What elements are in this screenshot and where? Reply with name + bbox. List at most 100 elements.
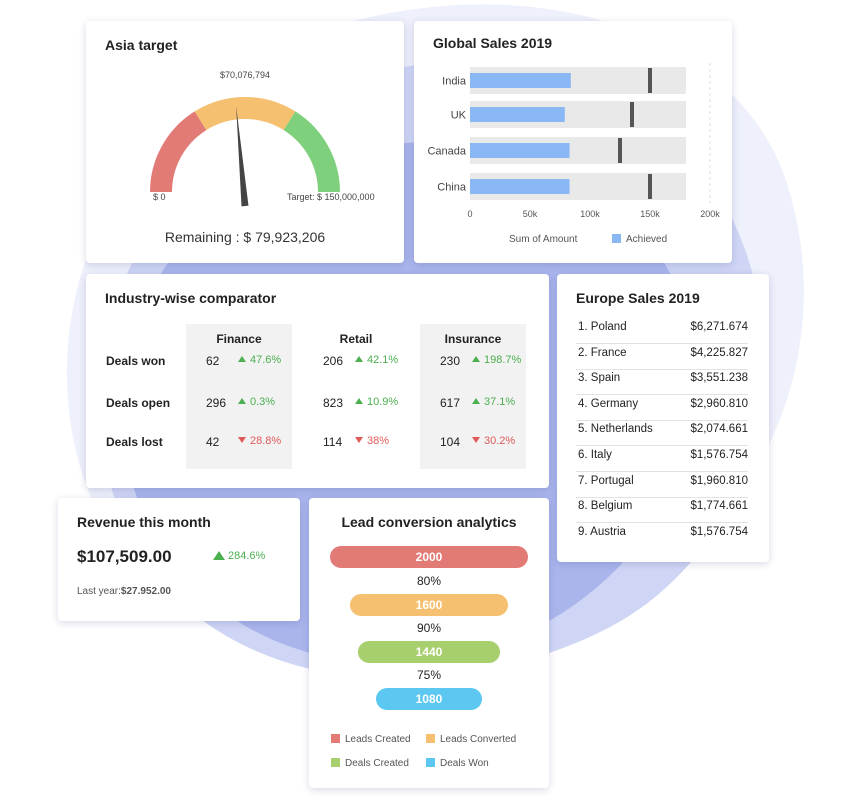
legend-achieved-swatch [612, 234, 621, 243]
revenue-amount: $107,509.00 [77, 547, 172, 566]
funnel-stage[interactable]: 1080 [375, 688, 483, 710]
trend-down-icon [472, 437, 480, 443]
country-name: 8. Belgium [578, 500, 633, 513]
change-value: 0.3% [250, 396, 276, 408]
cell-value: 114 [323, 435, 343, 449]
cell-value: 62 [206, 354, 220, 368]
country-sales: $3,551.238 [690, 372, 748, 385]
cell-change: 198.7% [472, 354, 521, 366]
country-name: 2. France [578, 346, 627, 359]
europe-sales-row: 7. Portugal $1,960.810 [576, 472, 748, 498]
change-value: 10.9% [367, 396, 399, 408]
change-value: 37.1% [484, 396, 516, 408]
change-value: 30.2% [484, 435, 516, 447]
funnel-stage[interactable]: 2000 [330, 546, 528, 568]
legend-swatch [426, 734, 435, 743]
legend-label: Leads Converted [440, 734, 517, 745]
funnel-legend-item: Leads Created [331, 734, 411, 745]
trend-up-icon [472, 356, 480, 362]
asia-target-card[interactable]: Asia target $70,076,794 $ 0 Target: $ 15… [86, 21, 404, 263]
cell-value: 823 [323, 396, 344, 410]
cell-value: 104 [440, 435, 461, 449]
country-sales: $1,774.661 [690, 500, 748, 513]
column-header: Insurance [444, 332, 502, 346]
x-tick-label: 0 [467, 209, 472, 219]
country-name: 9. Austria [578, 525, 626, 538]
cell-value: 206 [323, 354, 344, 368]
gauge-segment-green [283, 111, 340, 193]
asia-target-title: Asia target [105, 37, 178, 53]
revenue-title: Revenue this month [77, 514, 211, 530]
trend-up-icon [355, 398, 363, 404]
country-name: 6. Italy [578, 449, 612, 461]
last-year: Last year:$27.952.00 [77, 586, 171, 597]
target-marker [648, 174, 652, 199]
bar-achieved [470, 107, 565, 122]
industry-card[interactable]: Industry-wise comparator Finance Retail In… [86, 274, 549, 488]
x-tick-label: 50k [523, 209, 538, 219]
europe-sales-row: 5. Netherlands $2,074.661 [576, 420, 748, 447]
trend-up-icon [213, 551, 225, 560]
legend-label: Deals Won [440, 758, 489, 769]
funnel-card[interactable]: Lead conversion analytics 2000 1600 1440 10… [309, 498, 549, 788]
trend-up-icon [238, 356, 246, 362]
revenue-change: 284.6% [213, 550, 265, 562]
cell-change: 30.2% [472, 435, 515, 447]
gauge-segment-red [150, 111, 207, 193]
country-name: 3. Spain [578, 372, 621, 385]
cell-change: 0.3% [238, 396, 275, 408]
cell-change: 37.1% [472, 396, 515, 408]
country-sales: $1,576.754 [690, 525, 748, 538]
remaining-amount: Remaining : $ 79,923,206 [164, 229, 326, 245]
last-year-value: $27.952.00 [120, 586, 171, 597]
gauge-min-label: $ 0 [153, 192, 166, 202]
last-year-label: Last year: [77, 586, 121, 597]
country-name: 1. Poland [578, 321, 627, 333]
trend-down-icon [355, 437, 363, 443]
country-sales: $2,074.661 [690, 423, 748, 436]
funnel-stage[interactable]: 1600 [349, 594, 509, 616]
x-tick-label: 200k [700, 209, 720, 219]
funnel-title: Lead conversion analytics [341, 514, 517, 530]
target-marker [618, 138, 622, 163]
column-header: Finance [216, 332, 262, 346]
revenue-card[interactable]: Revenue this month $107,509.00 284.6% La… [58, 498, 300, 621]
europe-sales-row: 3. Spain $3,551.238 [576, 369, 748, 396]
category-label: China [437, 182, 467, 194]
category-label: UK [451, 110, 467, 122]
row-label: Deals won [106, 354, 166, 368]
country-name: 4. Germany [578, 397, 639, 410]
x-tick-label: 100k [580, 209, 600, 219]
change-value: 198.7% [484, 354, 522, 366]
funnel-legend-item: Deals Created [331, 758, 409, 769]
target-marker [648, 68, 652, 93]
country-name: 5. Netherlands [578, 423, 653, 436]
country-sales: $2,960.810 [690, 397, 748, 410]
funnel-legend-item: Deals Won [426, 758, 489, 769]
europe-sales-row: 1. Poland $6,271.674 [576, 318, 748, 344]
country-sales: $6,271.674 [690, 321, 748, 333]
insurance-column-bg [420, 324, 526, 469]
cell-change: 10.9% [355, 396, 398, 408]
country-sales: $1,576.754 [690, 449, 748, 461]
global-sales-card[interactable]: Global Sales 2019 India UK Canada China 0 50k… [414, 21, 732, 263]
country-sales: $1,960.810 [690, 474, 748, 487]
cell-change: 47.6% [238, 354, 281, 366]
europe-sales-row: 8. Belgium $1,774.661 [576, 497, 748, 524]
column-header: Retail [339, 332, 373, 346]
cell-value: 42 [206, 435, 220, 449]
gauge-target-label: Target: $ 150,000,000 [287, 192, 375, 202]
trend-up-icon [472, 398, 480, 404]
legend-swatch [331, 734, 340, 743]
cell-value: 617 [440, 396, 461, 410]
funnel-stage[interactable]: 1440 [357, 641, 501, 663]
europe-sales-card[interactable]: Europe Sales 2019 1. Poland $6,271.674 2. … [557, 274, 769, 562]
europe-sales-row: 9. Austria $1,576.754 [576, 523, 748, 548]
category-label: India [442, 76, 467, 88]
cell-value: 296 [206, 396, 227, 410]
global-sales-xlabel: Sum of Amount [509, 234, 578, 245]
europe-sales-row: 2. France $4,225.827 [576, 344, 748, 370]
country-name: 7. Portugal [578, 474, 634, 487]
legend-label: Leads Created [345, 734, 411, 745]
gauge-needle [236, 106, 249, 207]
